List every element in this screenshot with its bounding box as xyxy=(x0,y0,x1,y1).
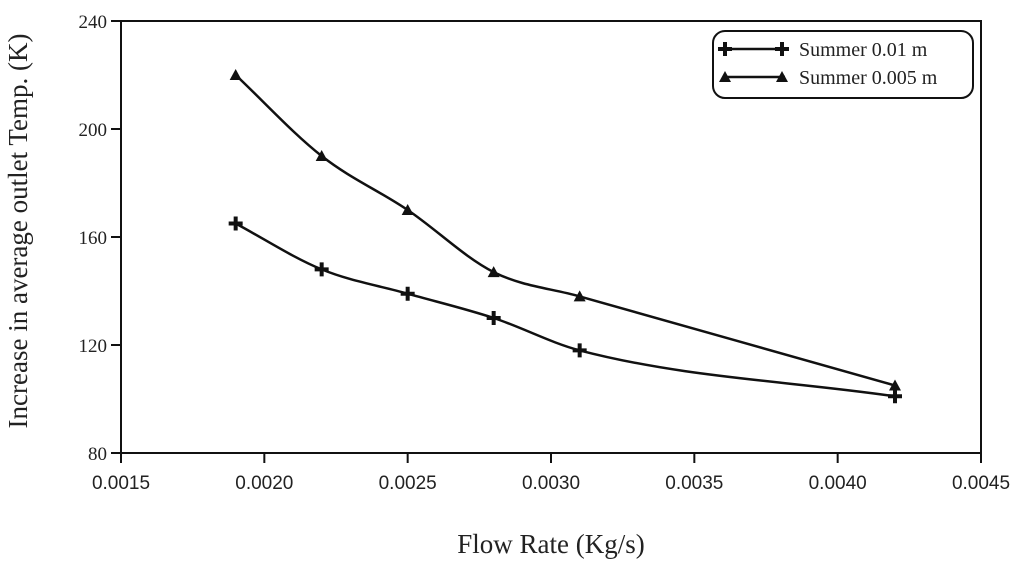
legend-label: Summer 0.01 m xyxy=(799,39,928,61)
data-point xyxy=(888,389,902,404)
series-1 xyxy=(228,216,902,404)
data-point xyxy=(228,216,243,231)
legend: Summer 0.01 m Summer 0.005 m xyxy=(712,30,974,99)
x-tick-label: 0.0030 xyxy=(522,473,580,494)
y-tick-label: 240 xyxy=(79,12,108,33)
series-group xyxy=(228,69,902,404)
legend-marker xyxy=(776,71,788,82)
data-point xyxy=(487,266,500,278)
x-tick-label: 0.0040 xyxy=(809,473,867,494)
data-point xyxy=(889,379,901,391)
y-tick-label: 160 xyxy=(79,228,108,249)
legend-entry: Summer 0.005 m xyxy=(719,67,938,89)
x-axis-title: Flow Rate (Kg/s) xyxy=(457,529,644,559)
data-point xyxy=(229,69,242,80)
x-tick-label: 0.0035 xyxy=(665,473,723,494)
axis-ticks: 0.0015 0.0020 0.0025 0.0030 0.0035 0.0040 0.00… xyxy=(79,12,1011,494)
series-line xyxy=(234,74,896,387)
data-point xyxy=(400,286,415,301)
data-point xyxy=(573,290,586,302)
data-point xyxy=(486,311,501,325)
y-tick-label: 120 xyxy=(79,336,108,357)
data-point xyxy=(314,262,329,277)
y-tick-label: 200 xyxy=(79,120,108,141)
legend-marker xyxy=(718,42,732,56)
x-tick-label: 0.0025 xyxy=(379,473,437,494)
series-line xyxy=(235,222,896,398)
series-2 xyxy=(229,69,901,391)
legend-entry: Summer 0.01 m xyxy=(718,39,928,61)
data-point xyxy=(315,150,328,161)
x-tick-label: 0.0015 xyxy=(92,473,150,494)
x-tick-label: 0.0045 xyxy=(952,473,1010,494)
y-tick-label: 80 xyxy=(88,444,107,465)
y-axis-title: Increase in average outlet Temp. (K) xyxy=(3,34,33,429)
legend-label: Summer 0.005 m xyxy=(799,67,938,89)
legend-marker xyxy=(775,42,789,56)
data-point xyxy=(401,204,414,215)
legend-marker xyxy=(719,71,731,82)
x-tick-label: 0.0020 xyxy=(235,473,293,494)
data-point xyxy=(572,343,587,358)
